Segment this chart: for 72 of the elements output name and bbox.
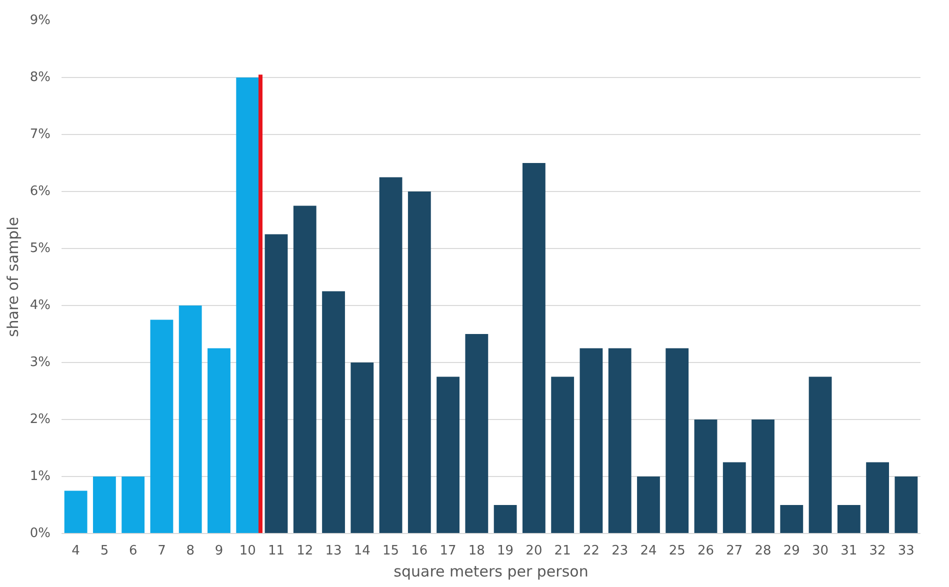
bar [150,320,174,534]
bar [608,348,632,534]
y-tick-label: 6% [30,184,50,199]
bar [722,462,746,534]
x-tick-label: 19 [497,544,514,558]
bar [494,505,517,534]
x-tick-label: 22 [582,544,600,558]
bar [64,490,88,534]
x-tick-label: 13 [325,544,342,558]
x-tick-label: 30 [812,544,829,558]
x-tick-label: 12 [296,544,314,558]
bar [866,462,890,534]
bar [92,476,116,534]
x-tick-label: 7 [158,544,166,558]
x-tick-label: 10 [239,544,256,558]
bar [637,476,660,534]
x-tick-label: 28 [754,544,772,558]
x-tick-label: 8 [186,544,194,558]
bar [551,376,574,534]
y-tick-label: 1% [30,469,50,484]
x-tick-label: 26 [697,544,714,558]
x-tick-label: 27 [726,544,743,558]
y-tick-label: 5% [30,241,50,256]
bar [350,362,374,534]
bar [837,505,860,534]
x-tick-label: 20 [526,544,542,558]
bar [122,476,145,534]
bar [780,505,804,534]
bar [379,177,402,534]
x-axis-title: square meters per person [394,562,588,580]
bar [178,306,202,534]
y-tick-label: 4% [30,298,50,313]
x-tick-label: 11 [268,544,285,558]
bar [580,348,603,534]
bar [293,206,316,534]
bar [408,192,431,534]
bar [522,163,546,534]
y-axis-title: share of sample [4,216,22,338]
x-tick-label: 23 [612,544,628,558]
y-tick-label: 0% [30,526,50,541]
x-tick-label: 18 [468,544,485,558]
bar [808,376,832,534]
bar [264,234,288,534]
x-tick-label: 5 [100,544,109,558]
x-tick-label: 4 [72,544,80,558]
y-tick-label: 9% [30,13,50,28]
x-tick-label: 16 [411,544,428,558]
x-tick-label: 6 [128,544,138,558]
y-tick-label: 8% [30,70,50,85]
bar [752,420,774,534]
bar [694,420,718,534]
bar [236,78,260,534]
x-tick-label: 14 [354,544,370,558]
x-tick-label: 33 [898,544,914,558]
y-tick-label: 3% [30,355,50,370]
bar [465,334,488,534]
x-tick-label: 9 [214,544,224,558]
x-tick-label: 32 [869,544,886,558]
bar [666,348,689,534]
x-tick-label: 17 [440,544,456,558]
bar [322,291,345,534]
bar [436,376,460,534]
x-tick-label: 25 [668,544,686,558]
x-tick-label: 15 [382,544,400,558]
x-tick-label: 31 [840,544,858,558]
x-tick-label: 24 [640,544,657,558]
y-tick-label: 2% [30,412,50,427]
bar [208,348,230,534]
bar [894,476,918,534]
y-tick-label: 7% [30,127,50,142]
x-tick-label: 21 [554,544,571,558]
x-tick-label: 29 [783,544,800,558]
